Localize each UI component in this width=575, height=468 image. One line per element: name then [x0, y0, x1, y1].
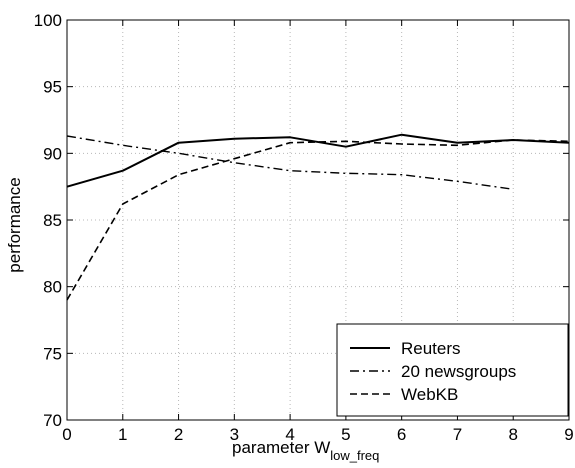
axis-ticks: 0 1 2 3 4 5 6 7 8 9 70 75 80 85 90 95 100	[34, 11, 574, 444]
legend-item-20-newsgroups: 20 newsgroups	[350, 362, 516, 381]
legend-box	[336, 323, 569, 417]
y-tick-label: 90	[43, 144, 62, 163]
x-tick-label: 0	[62, 425, 71, 444]
x-tick-label: 9	[564, 425, 573, 444]
x-tick-label: 8	[508, 425, 517, 444]
y-tick-label: 100	[34, 11, 62, 30]
y-tick-label: 85	[43, 211, 62, 230]
y-tick-label: 75	[43, 344, 62, 363]
x-axis-label-main: parameter W	[232, 438, 330, 457]
legend-item-reuters: Reuters	[350, 339, 461, 358]
x-tick-label: 5	[341, 425, 350, 444]
x-tick-label: 7	[453, 425, 462, 444]
series-line-webkb	[66, 139, 570, 301]
x-tick-label: 3	[230, 425, 239, 444]
y-tick-label: 95	[43, 78, 62, 97]
x-axis-label-subscript: low_freq	[330, 448, 379, 463]
legend-item-webkb: WebKB	[350, 385, 458, 404]
legend-label-reuters: Reuters	[401, 339, 461, 358]
x-tick-label: 6	[397, 425, 406, 444]
grid-lines	[67, 20, 569, 420]
y-tick-label: 70	[43, 411, 62, 430]
legend: Reuters 20 newsgroups WebKB	[336, 323, 569, 417]
series-line-reuters	[66, 133, 570, 188]
y-tick-label: 80	[43, 278, 62, 297]
x-tick-label: 4	[285, 425, 294, 444]
x-tick-label: 1	[118, 425, 127, 444]
legend-label-webkb: WebKB	[401, 385, 458, 404]
series-line-20-newsgroups	[66, 135, 514, 190]
x-tick-label: 2	[174, 425, 183, 444]
series-lines	[66, 133, 570, 301]
legend-label-20-newsgroups: 20 newsgroups	[401, 362, 516, 381]
x-axis-label: parameter Wlow_freq	[232, 438, 379, 463]
y-axis-label: performance	[5, 177, 24, 272]
